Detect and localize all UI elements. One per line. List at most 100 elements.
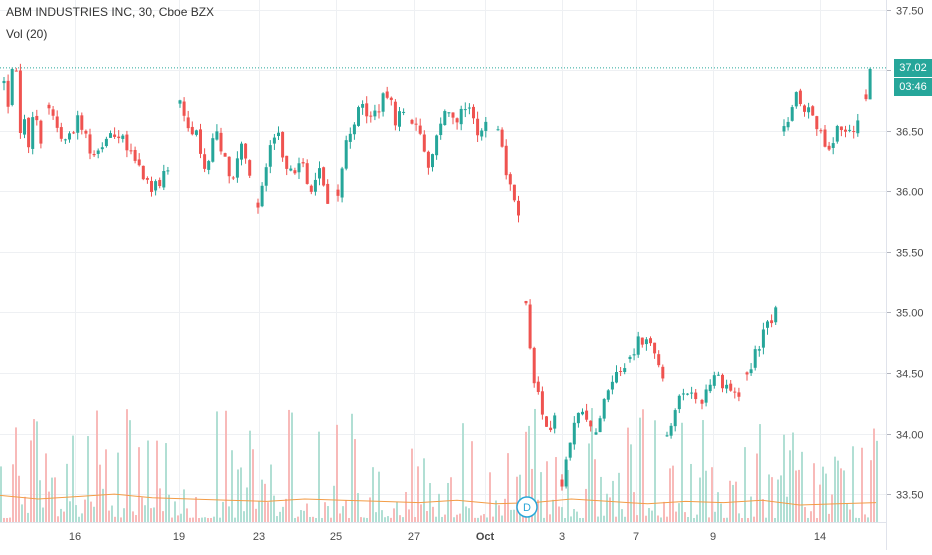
volume-bar — [462, 423, 464, 522]
candle-body — [215, 131, 218, 139]
candle-body — [361, 104, 364, 108]
y-tick-label: 35.00 — [896, 308, 924, 320]
volume-legend[interactable]: Vol (20) — [6, 27, 47, 41]
candle-body — [733, 392, 736, 393]
candle-body — [60, 127, 63, 139]
symbol-legend[interactable]: ABM INDUSTRIES INC, 30, Cboe BZX — [6, 5, 214, 19]
candle-body — [737, 392, 740, 396]
volume-bar — [615, 517, 617, 522]
candle-body — [105, 139, 108, 146]
volume-bar — [30, 440, 32, 522]
volume-bar — [855, 518, 857, 522]
volume-bar — [393, 508, 395, 522]
candle-body — [162, 171, 165, 187]
candle-body — [142, 166, 145, 179]
candle-body — [464, 109, 467, 110]
volume-bar — [84, 500, 86, 522]
volume-bar — [729, 481, 731, 522]
dividend-event-marker[interactable]: D — [517, 497, 537, 517]
candle-body — [545, 416, 548, 427]
volume-bar — [105, 449, 107, 522]
candle-body — [754, 349, 757, 368]
volume-bar — [129, 420, 131, 522]
volume-bar — [696, 515, 698, 522]
volume-bar — [36, 421, 38, 522]
candle-body — [125, 135, 128, 151]
volume-bar — [333, 486, 335, 522]
volume-bar — [627, 428, 629, 522]
volume-bar — [702, 420, 704, 522]
volume-bar — [162, 511, 164, 522]
candle-body — [261, 186, 264, 206]
volume-bar — [156, 441, 158, 522]
volume-bar — [309, 517, 311, 522]
candle-body — [762, 329, 765, 347]
volume-bar — [372, 467, 374, 522]
volume-bar — [111, 506, 113, 522]
candle-body — [52, 109, 55, 115]
volume-bar — [381, 510, 383, 522]
volume-bar — [672, 466, 674, 522]
volume-bar — [873, 429, 875, 522]
volume-bar — [441, 517, 443, 522]
candle-body — [819, 130, 822, 131]
candle-body — [369, 116, 372, 117]
volume-bar — [789, 450, 791, 522]
candle-body — [456, 118, 459, 122]
volume-bar — [294, 518, 296, 522]
candle-body — [64, 139, 67, 140]
volume-bar — [816, 518, 818, 522]
volume-bar — [189, 518, 191, 522]
candle-body — [725, 385, 728, 389]
volume-bar — [861, 448, 863, 522]
volume-bar — [270, 465, 272, 522]
candle-body — [419, 126, 422, 134]
volume-bar — [867, 517, 869, 522]
candle-body — [207, 161, 210, 170]
volume-bar — [21, 504, 23, 522]
x-tick-label: 3 — [559, 531, 565, 543]
candle-body — [435, 135, 438, 155]
candle-body — [513, 185, 516, 201]
volume-bar — [39, 480, 41, 522]
x-tick-label: Oct — [476, 531, 495, 543]
volume-bar — [459, 514, 461, 522]
volume-bar — [759, 424, 761, 522]
volume-bar — [318, 432, 320, 522]
candle-body — [484, 122, 487, 131]
candle-body — [795, 92, 798, 106]
candle-body — [603, 399, 606, 419]
volume-bar — [573, 509, 575, 522]
candle-body — [117, 137, 120, 138]
grid — [0, 0, 886, 522]
candle-body — [138, 159, 141, 165]
volume-bar — [210, 518, 212, 522]
volume-bar — [783, 435, 785, 522]
volume-bar — [0, 466, 2, 522]
event-marker-label: D — [523, 502, 531, 514]
y-tick-label: 34.00 — [896, 430, 924, 442]
volume-bar — [801, 452, 803, 522]
candle-body — [633, 354, 636, 355]
volume-bar — [66, 464, 68, 522]
volume-bar — [468, 508, 470, 522]
candle-body — [705, 389, 708, 402]
candle-body — [577, 413, 580, 423]
volume-bar — [282, 507, 284, 522]
x-tick-label: 19 — [173, 531, 185, 543]
candle-body — [505, 146, 508, 175]
volume-bar — [738, 513, 740, 522]
volume-bar — [762, 499, 764, 522]
candle-body — [121, 136, 124, 139]
candle-body — [549, 428, 552, 430]
volume-bar — [774, 518, 776, 522]
volume-bar — [708, 517, 710, 522]
candle-body — [661, 367, 664, 379]
volume-bar — [840, 468, 842, 522]
volume-bar — [297, 517, 299, 522]
volume-bar — [564, 518, 566, 522]
candle-body — [803, 105, 806, 111]
